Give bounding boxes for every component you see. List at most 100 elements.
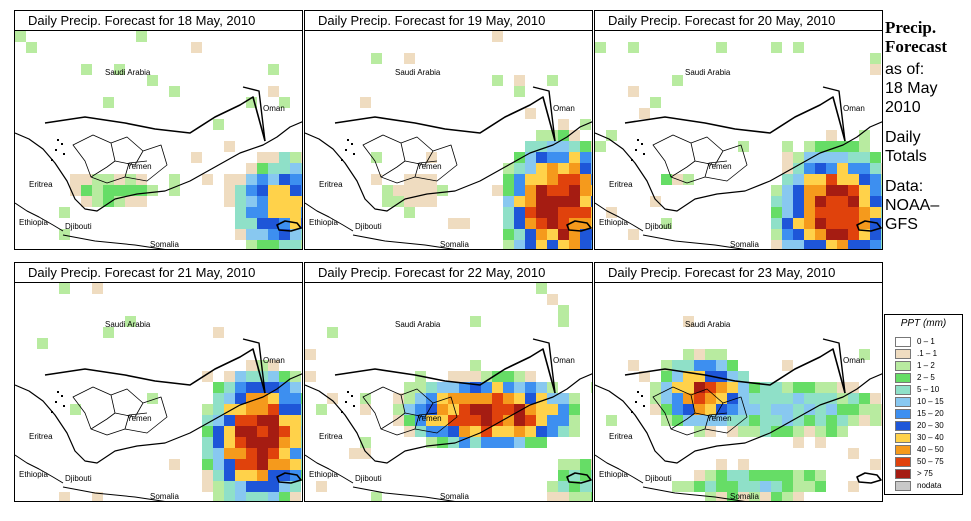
island-mark [637,139,639,141]
precip-cell [301,185,302,196]
precip-cell [661,218,672,229]
legend-swatch [895,421,911,431]
precip-cell [804,393,815,404]
island-mark [643,405,645,407]
precip-cell [558,316,569,327]
island-mark [347,139,349,141]
precip-cell [459,426,470,437]
precip-cell [793,470,804,481]
precip-cell [870,196,881,207]
precip-cell [415,174,426,185]
precip-cell [103,97,114,108]
precip-cell [727,470,738,481]
precip-cell [536,229,547,240]
precip-cell [202,371,213,382]
legend-swatch [895,481,911,491]
precip-cell [760,415,771,426]
precip-cell [426,152,437,163]
precip-cell [481,426,492,437]
socotra-outline [856,472,882,484]
precip-cell [290,152,301,163]
country-label-ethiopia: Ethiopia [19,218,48,227]
legend-label: 10 – 15 [917,397,944,406]
precip-cell [694,426,705,437]
precip-cell [804,415,815,426]
precip-cell [290,448,301,459]
forecast-panel-18-may: Daily Precip. Forecast for 18 May, 2010 … [14,10,303,250]
precip-cell [870,404,881,415]
precip-cell [628,42,639,53]
precip-cell [371,174,382,185]
precip-cell [92,196,103,207]
precip-cell [448,218,459,229]
legend-swatch [895,409,911,419]
precip-cell [514,382,525,393]
country-label-yemen: Yemen [707,162,732,171]
precip-cell [738,404,749,415]
precip-cell [749,492,760,501]
precip-cell [301,459,302,470]
precip-cell [771,393,782,404]
precip-cell [716,481,727,492]
precip-cell [793,492,804,501]
legend-item: 0 – 1 [895,337,959,347]
precip-cell [650,196,661,207]
precip-cell [257,229,268,240]
precip-cell [290,185,301,196]
boundary-line [822,86,846,142]
country-label-somalia: Somalia [150,492,179,501]
precip-cell [716,371,727,382]
precip-cell [558,174,569,185]
precip-cell [749,393,760,404]
precip-cell [580,240,591,249]
precip-cell [606,207,617,218]
precip-cell [815,229,826,240]
precip-cell [727,426,738,437]
boundary-line [624,348,846,394]
precip-cell [881,196,882,207]
country-label-somalia: Somalia [440,492,469,501]
precip-cell [536,185,547,196]
boundary-line [242,86,266,142]
precip-cell [826,163,837,174]
legend-swatch [895,361,911,371]
boundary-line [62,234,166,249]
map-svg: Saudi Arabia Oman Yemen Eritrea Ethiopia Djib… [15,31,302,249]
precip-cell [782,240,793,249]
precip-cell [459,371,470,382]
precip-cell [268,470,279,481]
precip-cell [569,185,580,196]
precip-cell [437,382,448,393]
precip-cell [727,492,738,501]
precip-cell [503,196,514,207]
precip-cell [279,459,290,470]
country-label-saudi: Saudi Arabia [685,320,731,329]
precip-cell [426,415,437,426]
legend-label: .1 – 1 [917,349,938,358]
boundary-line [532,86,556,142]
panel-title: Daily Precip. Forecast for 20 May, 2010 [594,10,883,30]
precip-cell [279,152,290,163]
precip-cell [672,360,683,371]
precip-cell [481,415,492,426]
precip-cell [316,404,327,415]
island-mark [57,139,59,141]
country-label-djibouti: Djibouti [65,474,92,483]
precip-cell [848,404,859,415]
country-label-yemen: Yemen [127,414,152,423]
precip-cell [290,492,301,501]
legend-item: 15 – 20 [895,409,959,419]
precip-cell [268,196,279,207]
boundary-line [532,338,556,394]
precip-cell [771,415,782,426]
precip-cell [804,163,815,174]
socotra-outline [276,472,302,484]
precip-cell [470,404,481,415]
precip-cell [859,404,870,415]
precip-cell [246,448,257,459]
precip-cell [448,371,459,382]
precip-cell [771,492,782,501]
precip-cell [246,492,257,501]
precip-cell [771,470,782,481]
precip-cell [826,174,837,185]
